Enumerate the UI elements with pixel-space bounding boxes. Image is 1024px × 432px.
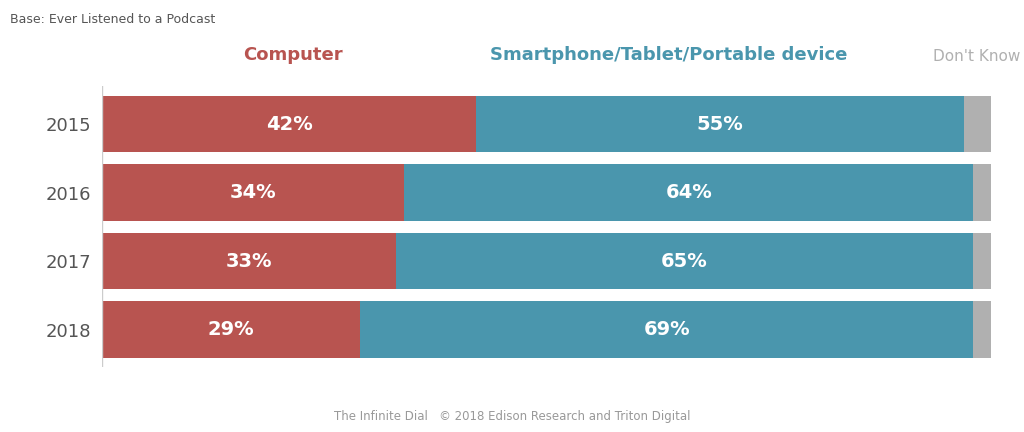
- Text: Computer: Computer: [243, 46, 342, 64]
- Text: Base: Ever Listened to a Podcast: Base: Ever Listened to a Podcast: [10, 13, 215, 26]
- Text: 65%: 65%: [660, 251, 708, 270]
- Bar: [965, 96, 991, 152]
- Text: 69%: 69%: [643, 320, 690, 339]
- Bar: [404, 165, 973, 221]
- Bar: [973, 233, 991, 289]
- Text: 55%: 55%: [696, 114, 743, 133]
- Bar: [973, 165, 991, 221]
- Text: The Infinite Dial   © 2018 Edison Research and Triton Digital: The Infinite Dial © 2018 Edison Research…: [334, 410, 690, 423]
- Text: 34%: 34%: [230, 183, 276, 202]
- Text: Smartphone/Tablet/Portable device: Smartphone/Tablet/Portable device: [490, 46, 848, 64]
- Text: 64%: 64%: [666, 183, 712, 202]
- Text: 29%: 29%: [208, 320, 255, 339]
- Bar: [102, 165, 404, 221]
- Bar: [360, 302, 973, 358]
- Bar: [102, 302, 360, 358]
- Bar: [102, 96, 475, 152]
- Text: 42%: 42%: [265, 114, 312, 133]
- Bar: [102, 233, 395, 289]
- Text: Don't Know: Don't Know: [933, 49, 1021, 64]
- Bar: [973, 302, 991, 358]
- Bar: [475, 96, 965, 152]
- Bar: [395, 233, 973, 289]
- Text: 33%: 33%: [225, 251, 272, 270]
